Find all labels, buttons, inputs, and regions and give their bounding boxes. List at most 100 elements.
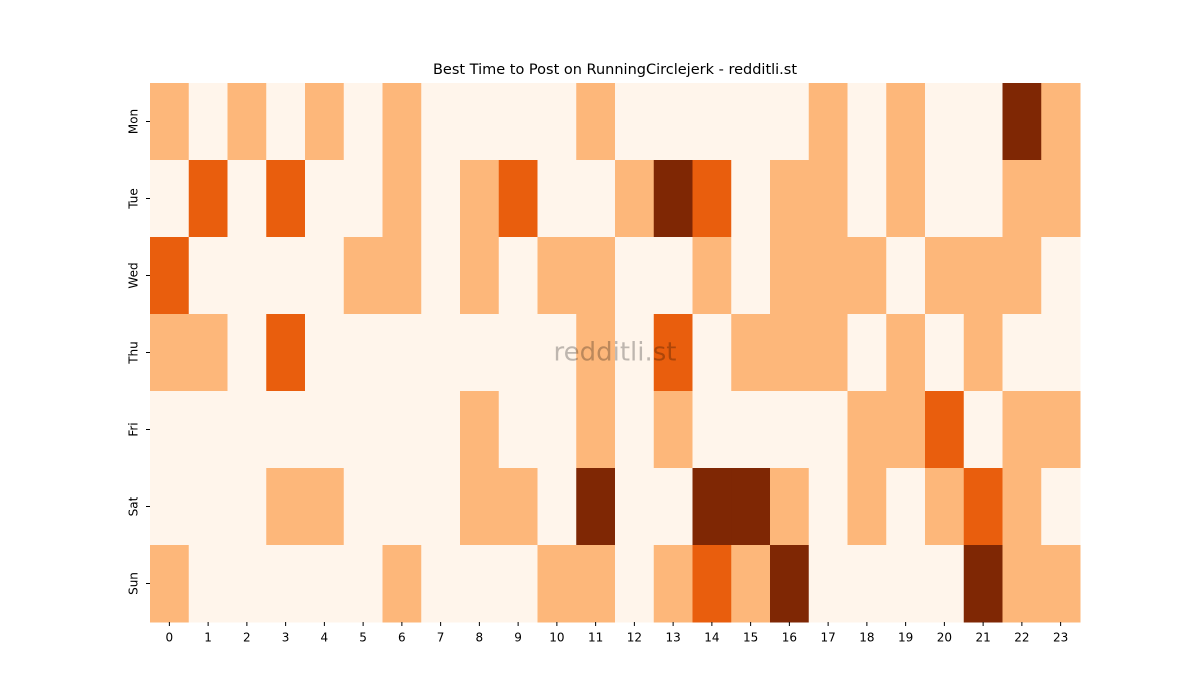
heat-cell xyxy=(343,468,383,546)
heat-cell xyxy=(963,237,1003,315)
x-tick-label: 22 xyxy=(1014,631,1029,645)
heat-cell xyxy=(925,314,965,392)
heat-cell xyxy=(653,314,693,392)
heat-cell xyxy=(1002,160,1042,238)
heat-cell xyxy=(150,468,190,546)
heat-cell xyxy=(188,314,228,392)
heat-cell xyxy=(886,160,926,238)
heat-cell xyxy=(150,160,190,238)
heat-cell xyxy=(731,468,771,546)
y-tick-label: Wed xyxy=(127,262,141,288)
heat-cell xyxy=(266,237,306,315)
heat-cell xyxy=(1002,468,1042,546)
heat-cell xyxy=(615,160,655,238)
heat-cell xyxy=(537,83,577,161)
heat-cell xyxy=(382,545,422,623)
y-tick-label: Fri xyxy=(127,422,141,436)
x-tick-label: 11 xyxy=(588,631,603,645)
heat-cell xyxy=(963,83,1003,161)
x-tick-label: 13 xyxy=(665,631,680,645)
heat-cell xyxy=(770,237,810,315)
heat-cell xyxy=(382,83,422,161)
heat-cell xyxy=(382,391,422,469)
heat-cell xyxy=(498,237,538,315)
heat-cell xyxy=(731,391,771,469)
heat-cell xyxy=(576,545,616,623)
heat-cell xyxy=(808,468,848,546)
x-tick-label: 2 xyxy=(243,631,251,645)
x-tick-label: 19 xyxy=(898,631,913,645)
heat-cell xyxy=(886,468,926,546)
heat-cell xyxy=(150,391,190,469)
heat-cell xyxy=(653,237,693,315)
heat-cell xyxy=(460,83,500,161)
heat-cell xyxy=(925,83,965,161)
heat-cell xyxy=(576,391,616,469)
x-tick-label: 1 xyxy=(204,631,212,645)
heat-cell xyxy=(576,314,616,392)
heat-cell xyxy=(692,468,732,546)
heat-cell xyxy=(576,160,616,238)
heat-cell xyxy=(343,160,383,238)
heat-cell xyxy=(1002,237,1042,315)
x-tick-label: 3 xyxy=(282,631,290,645)
heat-cell xyxy=(150,545,190,623)
heat-cell xyxy=(963,391,1003,469)
heat-cell xyxy=(421,314,461,392)
heat-cell xyxy=(1002,314,1042,392)
heat-cell xyxy=(847,237,887,315)
heat-cell xyxy=(925,545,965,623)
heat-cell xyxy=(692,391,732,469)
heat-cell xyxy=(731,545,771,623)
heat-cell xyxy=(227,314,267,392)
heat-cell xyxy=(266,83,306,161)
heat-cell xyxy=(808,314,848,392)
heat-cell xyxy=(305,160,345,238)
heat-cell xyxy=(615,83,655,161)
heat-cell xyxy=(1002,545,1042,623)
heat-cell xyxy=(537,314,577,392)
heat-cell xyxy=(421,545,461,623)
y-tick-label: Tue xyxy=(127,188,141,210)
heat-cell xyxy=(382,314,422,392)
heat-cell xyxy=(343,391,383,469)
y-tick-label: Sat xyxy=(127,496,141,516)
heat-cell xyxy=(498,83,538,161)
heat-cell xyxy=(692,314,732,392)
heat-cell xyxy=(305,545,345,623)
heat-cell xyxy=(808,545,848,623)
heat-cell xyxy=(266,468,306,546)
heat-cell xyxy=(227,545,267,623)
heat-cell xyxy=(305,391,345,469)
heat-cell xyxy=(615,468,655,546)
heat-cell xyxy=(886,83,926,161)
heat-cell xyxy=(692,160,732,238)
heat-cell xyxy=(615,314,655,392)
heat-cell xyxy=(770,468,810,546)
heat-cell xyxy=(653,391,693,469)
x-tick-label: 4 xyxy=(321,631,329,645)
heat-cell xyxy=(498,468,538,546)
heat-cell xyxy=(421,391,461,469)
watermark: redditli.st xyxy=(554,338,677,368)
heat-cell xyxy=(227,391,267,469)
heat-cell xyxy=(847,545,887,623)
heat-cell xyxy=(963,468,1003,546)
heat-cell xyxy=(460,391,500,469)
heat-cell xyxy=(227,468,267,546)
x-tick-label: 9 xyxy=(514,631,522,645)
heat-cell xyxy=(808,391,848,469)
heat-cell xyxy=(537,468,577,546)
heat-cell xyxy=(227,237,267,315)
y-tick-label: Sun xyxy=(127,572,141,595)
heat-cell xyxy=(188,545,228,623)
heat-cell xyxy=(1002,83,1042,161)
heat-cell xyxy=(150,83,190,161)
heat-cell xyxy=(576,237,616,315)
y-tick-label: Thu xyxy=(127,341,141,365)
heat-cell xyxy=(227,83,267,161)
heat-cell xyxy=(692,545,732,623)
heat-cell xyxy=(731,237,771,315)
heat-cell xyxy=(653,83,693,161)
